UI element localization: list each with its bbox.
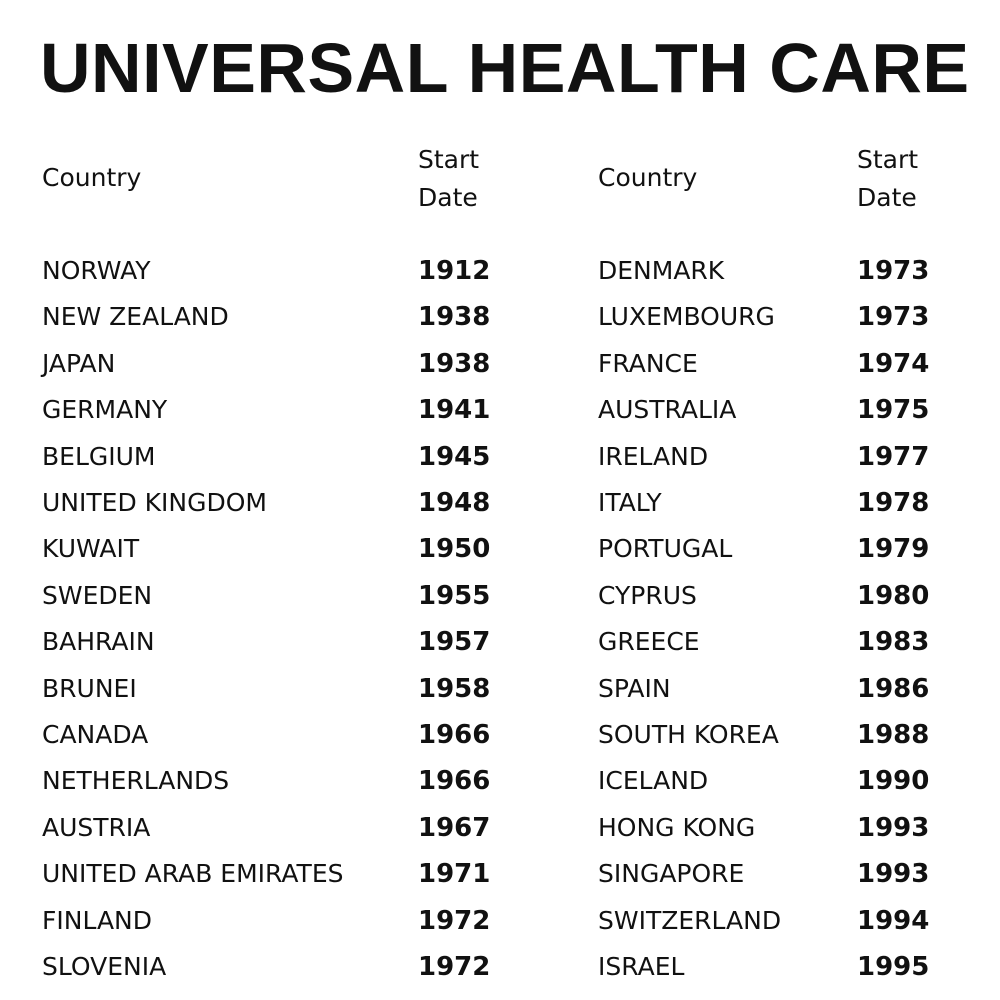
country-name: NEW ZEALAND [42, 302, 229, 332]
country-name: NORWAY [42, 256, 151, 285]
column-header: Start Date [857, 145, 919, 212]
country-name: CYPRUS [598, 580, 697, 610]
country-name: IRELAND [598, 441, 709, 471]
country-name: DENMARK [598, 256, 725, 285]
start-year: 1938 [418, 302, 491, 333]
start-year: 1995 [857, 952, 930, 982]
country-name: UNITED ARAB EMIRATES [42, 859, 344, 889]
country-name: CANADA [42, 720, 149, 749]
column-header: Country [598, 163, 698, 192]
country-name: AUSTRIA [42, 812, 151, 842]
start-year: 1912 [418, 256, 491, 286]
country-name: FINLAND [42, 905, 153, 935]
start-year: 1979 [857, 534, 930, 565]
country-name: KUWAIT [42, 534, 140, 564]
start-year: 1972 [418, 905, 491, 936]
start-year: 1945 [418, 441, 491, 472]
column-header: Start Date [418, 145, 480, 212]
country-name: SLOVENIA [42, 952, 167, 981]
start-year: 1980 [857, 580, 930, 611]
country-name: UNITED KINGDOM [42, 488, 267, 517]
start-year: 1986 [857, 673, 930, 704]
start-year: 1950 [418, 534, 491, 565]
country-name: SOUTH KOREA [598, 720, 779, 749]
country-name: SINGAPORE [598, 859, 745, 889]
country-name: SPAIN [598, 673, 671, 703]
country-name: SWEDEN [42, 580, 153, 610]
start-year: 1993 [857, 812, 930, 843]
start-year: 1974 [857, 348, 930, 379]
start-year: 1958 [418, 673, 491, 704]
country-name: SWITZERLAND [598, 905, 782, 935]
start-year: 1948 [418, 488, 491, 518]
country-name: BELGIUM [42, 441, 156, 471]
start-year: 1955 [418, 580, 491, 611]
start-year: 1938 [418, 348, 491, 379]
country-name: AUSTRALIA [598, 395, 737, 425]
start-year: 1941 [418, 395, 491, 426]
start-year: 1966 [418, 766, 491, 797]
start-year: 1967 [418, 812, 491, 843]
title: UNIVERSAL HEALTH CARE [40, 29, 970, 107]
column-header: Country [42, 163, 142, 192]
country-name: GREECE [598, 627, 700, 657]
country-name: FRANCE [598, 348, 698, 378]
start-year: 1972 [418, 952, 491, 982]
country-name: ITALY [598, 488, 662, 517]
country-name: BAHRAIN [42, 627, 155, 657]
start-year: 1971 [418, 859, 491, 890]
start-year: 1990 [857, 766, 930, 797]
country-name: LUXEMBOURG [598, 302, 775, 332]
start-year: 1973 [857, 302, 930, 333]
start-year: 1975 [857, 395, 930, 426]
start-year: 1977 [857, 441, 930, 472]
country-name: JAPAN [42, 348, 116, 378]
start-year: 1994 [857, 905, 930, 936]
country-name: ISRAEL [598, 952, 685, 981]
country-name: GERMANY [42, 395, 168, 425]
start-year: 1957 [418, 627, 491, 658]
start-year: 1973 [857, 256, 930, 286]
country-name: HONG KONG [598, 812, 756, 842]
country-name: BRUNEI [42, 673, 137, 703]
country-name: ICELAND [598, 766, 709, 796]
start-year: 1966 [418, 720, 491, 750]
country-name: PORTUGAL [598, 534, 733, 564]
start-year: 1988 [857, 720, 930, 750]
country-name: NETHERLANDS [42, 766, 230, 796]
start-year: 1983 [857, 627, 930, 658]
start-year: 1993 [857, 859, 930, 890]
start-year: 1978 [857, 488, 930, 518]
